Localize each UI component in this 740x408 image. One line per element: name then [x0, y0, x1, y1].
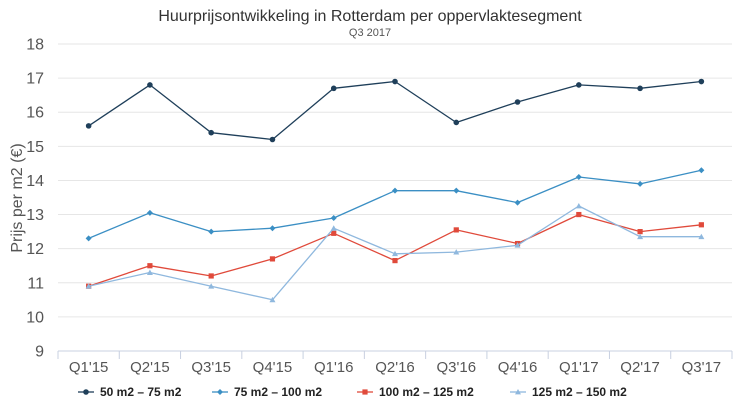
- legend-label: 75 m2 – 100 m2: [234, 385, 322, 399]
- data-point: [698, 78, 705, 85]
- y-tick-label: 9: [35, 344, 44, 361]
- data-point: [392, 187, 398, 194]
- chart-title: Huurprijsontwikkeling in Rotterdam per o…: [158, 8, 582, 25]
- legend-item: 75 m2 – 100 m2: [212, 385, 322, 399]
- y-tick-label: 15: [26, 139, 44, 156]
- data-point: [269, 225, 276, 232]
- data-point: [514, 199, 521, 206]
- data-point: [575, 203, 582, 209]
- x-tick-label: Q1'15: [69, 359, 109, 376]
- chart-subtitle: Q3 2017: [349, 27, 391, 39]
- series-line: [88, 80, 702, 141]
- x-tick-label: Q4'16: [498, 359, 538, 376]
- data-point: [453, 119, 460, 126]
- data-point: [85, 283, 92, 289]
- data-point: [392, 250, 398, 257]
- gridlines: [58, 43, 732, 318]
- y-tick-label: 11: [27, 275, 44, 292]
- data-point: [576, 82, 582, 88]
- data-point: [637, 229, 643, 235]
- legend-item: 50 m2 – 75 m2: [78, 385, 182, 399]
- data-point: [85, 235, 92, 242]
- data-point: [514, 242, 521, 248]
- y-tick-label: 18: [26, 37, 44, 54]
- data-point: [453, 227, 459, 233]
- legend-label: 125 m2 – 150 m2: [532, 385, 627, 399]
- series-line: [88, 213, 702, 287]
- x-axis: Q1'15 Q2'15 Q3'15 Q4'15 Q1'16 Q2'16 Q3'16 Q4'16…: [57, 350, 733, 376]
- data-point: [269, 296, 276, 303]
- legend-marker: [362, 389, 368, 395]
- data-point: [698, 222, 704, 228]
- data-point: [637, 233, 644, 240]
- legend-item: 125 m2 – 150 m2: [510, 385, 627, 399]
- x-tick-label: Q4'15: [253, 359, 293, 376]
- series-3: [86, 211, 704, 289]
- data-point: [453, 187, 460, 194]
- x-tick-label: Q2'17: [620, 359, 660, 376]
- y-axis-title: Prijs per m2 (€): [9, 143, 26, 252]
- data-point: [208, 228, 215, 235]
- data-point: [208, 273, 214, 279]
- data-point: [146, 269, 153, 275]
- legend-marker: [83, 389, 89, 395]
- y-tick-label: 17: [26, 71, 44, 88]
- y-tick-label: 16: [26, 105, 44, 122]
- data-point: [392, 258, 398, 264]
- y-tick-label: 13: [26, 207, 44, 224]
- data-point: [575, 174, 582, 181]
- data-point: [576, 211, 582, 218]
- legend-label: 50 m2 – 75 m2: [100, 385, 182, 399]
- data-point: [698, 167, 705, 174]
- x-tick-label: Q1'16: [314, 359, 354, 376]
- x-tick-label: Q3'17: [682, 359, 722, 376]
- data-point: [146, 209, 153, 216]
- data-point: [637, 180, 644, 187]
- data-point: [147, 82, 153, 88]
- data-point: [392, 78, 398, 85]
- x-tick-label: Q2'16: [375, 359, 415, 376]
- x-tick-label: Q2'15: [130, 359, 170, 376]
- legend-marker: [515, 389, 521, 395]
- series-1: [85, 78, 705, 143]
- legend: 50 m2 – 75 m2 75 m2 – 100 m2 100 m2 – 125 …: [78, 385, 627, 399]
- data-point: [269, 256, 276, 262]
- data-point: [330, 214, 337, 221]
- series-4: [85, 203, 705, 303]
- data-point: [208, 283, 215, 289]
- y-tick-label: 14: [26, 173, 44, 190]
- data-point: [637, 85, 643, 92]
- data-point: [269, 136, 276, 143]
- series-layer: [85, 78, 705, 303]
- data-point: [147, 263, 153, 269]
- data-point: [85, 123, 92, 129]
- data-point: [330, 85, 337, 92]
- data-point: [698, 233, 705, 240]
- data-point: [331, 230, 337, 236]
- x-tick-label: Q1'17: [559, 359, 599, 376]
- data-point: [208, 129, 214, 136]
- x-tick-label: Q3'15: [191, 359, 231, 376]
- y-tick-label: 10: [26, 309, 44, 326]
- series-2: [85, 167, 705, 242]
- data-point: [514, 99, 521, 105]
- data-point: [330, 225, 337, 231]
- x-tick-label: Q3'16: [436, 359, 476, 376]
- legend-item: 100 m2 – 125 m2: [357, 385, 474, 399]
- legend-label: 100 m2 – 125 m2: [379, 385, 474, 399]
- y-axis: 9 10 11 12 13 14 15 16 17 18: [26, 37, 44, 361]
- legend-marker: [217, 389, 223, 395]
- y-tick-label: 12: [26, 241, 44, 258]
- data-point: [453, 249, 460, 255]
